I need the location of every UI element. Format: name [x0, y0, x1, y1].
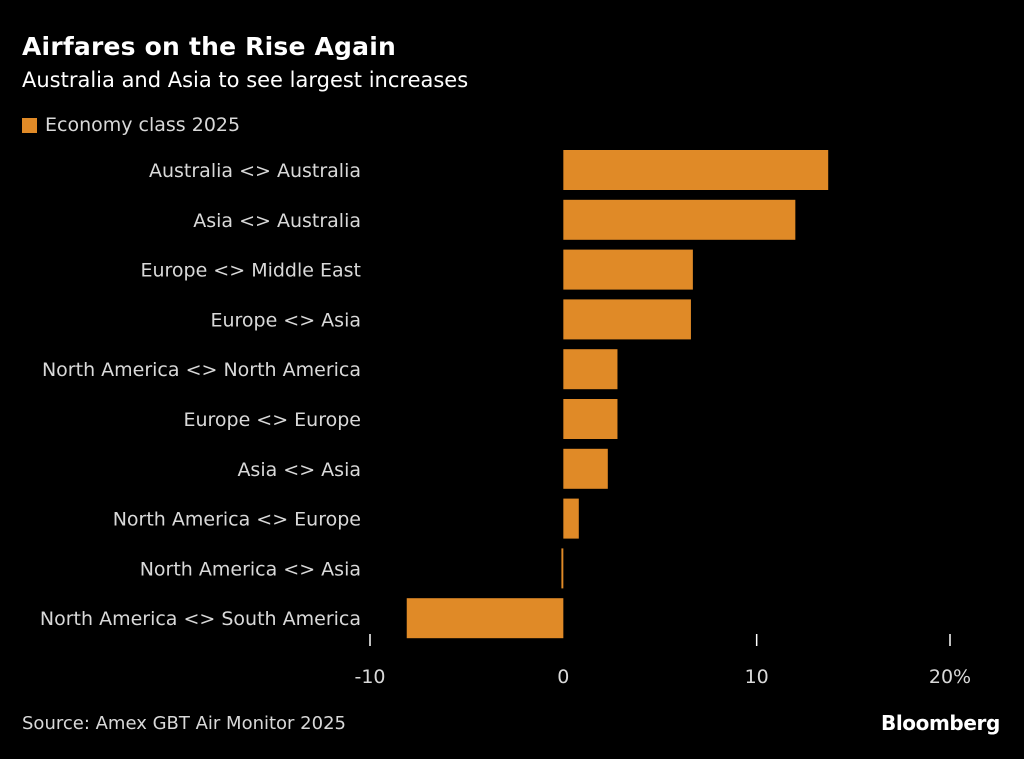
legend-label: Economy class 2025 [45, 114, 241, 136]
bar [563, 349, 618, 390]
category-label: Europe <> Europe [183, 409, 361, 431]
category-label: North America <> South America [40, 608, 361, 630]
x-tick-label: 0 [557, 666, 569, 688]
chart-title: Airfares on the Rise Again [22, 32, 396, 61]
x-tick-label: 20% [929, 666, 971, 688]
bar-chart: Australia <> Australia Asia <> Australia E… [40, 150, 971, 688]
legend: Economy class 2025 [22, 114, 240, 136]
category-label: Australia <> Australia [149, 160, 361, 182]
bloomberg-logo: Bloomberg [881, 711, 1000, 735]
source-note: Source: Amex GBT Air Monitor 2025 [22, 713, 346, 734]
bar [563, 150, 829, 190]
category-label: Europe <> Asia [210, 309, 361, 331]
x-tick-label: 10 [745, 666, 769, 688]
bar [563, 498, 579, 539]
bar [563, 249, 693, 290]
category-label: North America <> North America [42, 359, 361, 381]
legend-swatch [22, 117, 37, 133]
chart-subtitle: Australia and Asia to see largest increa… [22, 68, 469, 92]
bar [563, 448, 608, 489]
bar [563, 399, 618, 439]
category-label: North America <> Europe [113, 509, 361, 531]
bar [561, 548, 564, 589]
category-label: Europe <> Middle East [140, 260, 361, 282]
bar [563, 299, 691, 340]
bar [406, 598, 564, 639]
category-label: Asia <> Asia [237, 459, 361, 481]
category-label: North America <> Asia [140, 558, 361, 580]
bar [563, 199, 796, 240]
category-label: Asia <> Australia [193, 210, 361, 232]
x-tick-label: -10 [354, 666, 385, 688]
